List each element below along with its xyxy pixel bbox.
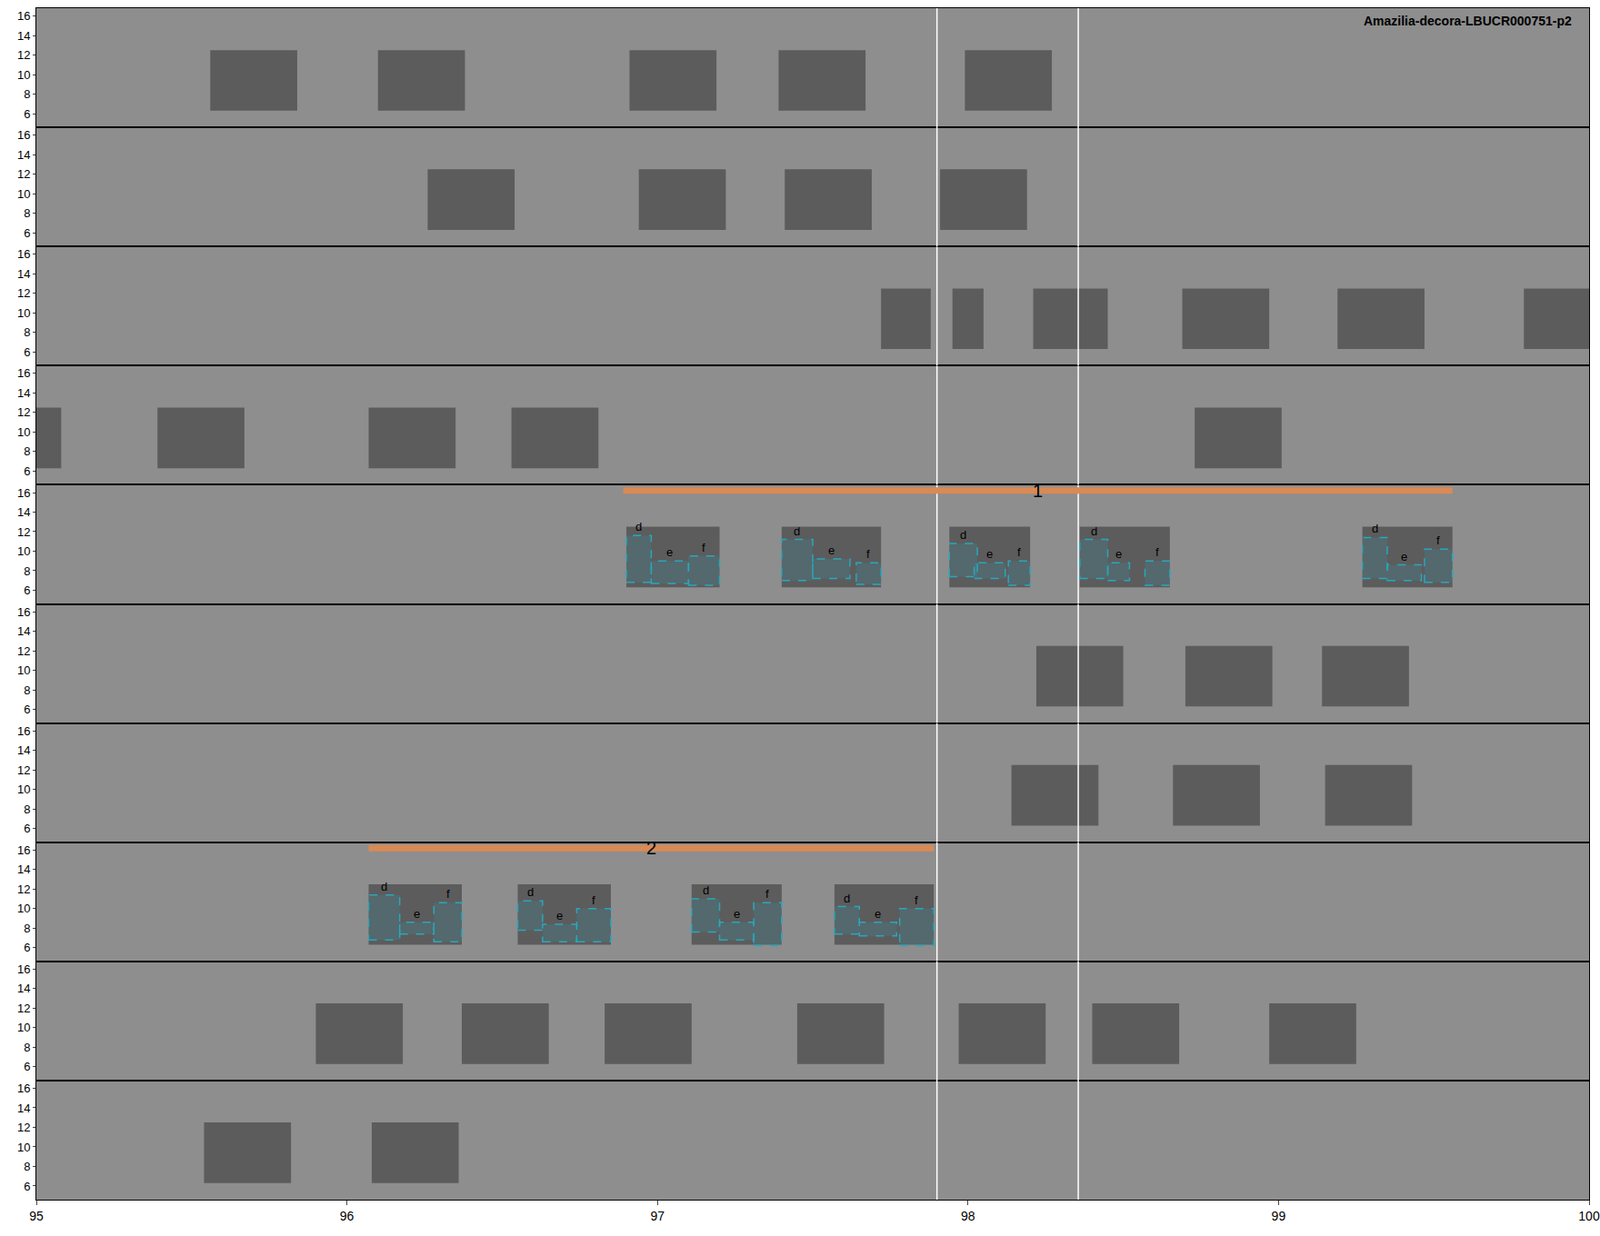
svg-text:16: 16 bbox=[17, 724, 30, 739]
svg-text:6: 6 bbox=[23, 940, 30, 955]
svg-text:14: 14 bbox=[17, 386, 30, 400]
svg-text:14: 14 bbox=[17, 267, 30, 281]
svg-text:f: f bbox=[446, 887, 450, 901]
svg-text:12: 12 bbox=[17, 644, 30, 659]
svg-text:6: 6 bbox=[23, 226, 30, 240]
svg-text:10: 10 bbox=[17, 1140, 30, 1155]
svg-text:6: 6 bbox=[23, 702, 30, 717]
svg-text:2: 2 bbox=[646, 838, 657, 859]
svg-text:Amazilia-decora-LBUCR000751-p2: Amazilia-decora-LBUCR000751-p2 bbox=[1363, 13, 1572, 29]
svg-text:10: 10 bbox=[17, 1020, 30, 1035]
svg-text:14: 14 bbox=[17, 1101, 30, 1116]
svg-text:6: 6 bbox=[23, 583, 30, 598]
svg-text:8: 8 bbox=[23, 921, 30, 936]
svg-text:8: 8 bbox=[23, 87, 30, 101]
svg-text:6: 6 bbox=[23, 345, 30, 360]
svg-text:6: 6 bbox=[23, 1180, 30, 1194]
svg-text:12: 12 bbox=[17, 882, 30, 897]
svg-text:97: 97 bbox=[650, 1209, 665, 1224]
svg-text:12: 12 bbox=[17, 405, 30, 420]
svg-text:12: 12 bbox=[17, 286, 30, 300]
svg-text:d: d bbox=[793, 524, 800, 539]
svg-text:e: e bbox=[828, 543, 835, 558]
svg-text:96: 96 bbox=[340, 1209, 355, 1224]
svg-text:14: 14 bbox=[17, 624, 30, 639]
svg-text:f: f bbox=[1017, 545, 1021, 560]
svg-text:8: 8 bbox=[23, 1040, 30, 1055]
svg-text:14: 14 bbox=[17, 743, 30, 758]
svg-text:8: 8 bbox=[23, 444, 30, 459]
svg-text:6: 6 bbox=[23, 464, 30, 479]
svg-text:8: 8 bbox=[23, 683, 30, 698]
svg-text:10: 10 bbox=[17, 187, 30, 201]
svg-text:f: f bbox=[591, 893, 596, 908]
svg-text:d: d bbox=[1371, 521, 1379, 536]
svg-text:14: 14 bbox=[17, 862, 30, 877]
svg-text:10: 10 bbox=[17, 306, 30, 320]
svg-text:12: 12 bbox=[17, 48, 30, 62]
svg-text:e: e bbox=[986, 547, 993, 561]
svg-text:12: 12 bbox=[17, 167, 30, 181]
svg-text:14: 14 bbox=[17, 981, 30, 996]
svg-text:8: 8 bbox=[23, 206, 30, 220]
svg-text:12: 12 bbox=[17, 525, 30, 540]
svg-text:e: e bbox=[874, 907, 881, 921]
svg-text:f: f bbox=[701, 540, 706, 555]
svg-text:14: 14 bbox=[17, 148, 30, 162]
svg-text:14: 14 bbox=[17, 29, 30, 43]
svg-text:10: 10 bbox=[17, 901, 30, 916]
svg-text:f: f bbox=[866, 547, 870, 561]
svg-text:6: 6 bbox=[23, 107, 30, 121]
svg-text:10: 10 bbox=[17, 425, 30, 440]
svg-text:8: 8 bbox=[23, 802, 30, 817]
svg-text:8: 8 bbox=[23, 564, 30, 579]
svg-text:16: 16 bbox=[17, 247, 30, 261]
svg-text:e: e bbox=[733, 907, 740, 921]
svg-text:95: 95 bbox=[29, 1209, 44, 1224]
svg-text:14: 14 bbox=[17, 505, 30, 520]
svg-text:e: e bbox=[666, 545, 673, 560]
svg-text:16: 16 bbox=[17, 366, 30, 380]
svg-text:d: d bbox=[843, 891, 850, 906]
svg-text:d: d bbox=[702, 883, 710, 898]
svg-text:100: 100 bbox=[1578, 1209, 1600, 1224]
svg-text:1: 1 bbox=[1032, 480, 1043, 501]
svg-text:e: e bbox=[556, 909, 563, 923]
svg-text:12: 12 bbox=[17, 1120, 30, 1135]
svg-text:d: d bbox=[635, 520, 642, 534]
svg-text:e: e bbox=[1115, 547, 1122, 561]
svg-text:16: 16 bbox=[17, 605, 30, 620]
svg-text:6: 6 bbox=[23, 1060, 30, 1074]
svg-text:f: f bbox=[765, 887, 770, 901]
svg-text:f: f bbox=[1155, 545, 1160, 560]
svg-text:e: e bbox=[413, 907, 420, 921]
svg-text:12: 12 bbox=[17, 1001, 30, 1016]
svg-text:d: d bbox=[380, 880, 388, 894]
svg-text:f: f bbox=[914, 893, 919, 908]
svg-text:d: d bbox=[527, 885, 534, 900]
svg-text:16: 16 bbox=[17, 128, 30, 142]
svg-text:16: 16 bbox=[17, 486, 30, 500]
svg-text:10: 10 bbox=[17, 544, 30, 559]
svg-text:10: 10 bbox=[17, 782, 30, 797]
svg-text:16: 16 bbox=[17, 9, 30, 23]
svg-text:16: 16 bbox=[17, 843, 30, 858]
svg-text:f: f bbox=[1436, 533, 1440, 548]
svg-text:99: 99 bbox=[1271, 1209, 1287, 1224]
svg-text:98: 98 bbox=[960, 1209, 976, 1224]
svg-text:8: 8 bbox=[23, 1160, 30, 1174]
svg-text:8: 8 bbox=[23, 325, 30, 340]
svg-text:d: d bbox=[960, 528, 967, 542]
svg-text:16: 16 bbox=[17, 962, 30, 977]
svg-text:d: d bbox=[1090, 524, 1098, 539]
svg-text:16: 16 bbox=[17, 1081, 30, 1096]
svg-text:12: 12 bbox=[17, 763, 30, 778]
svg-text:e: e bbox=[1400, 550, 1408, 564]
svg-text:10: 10 bbox=[17, 68, 30, 82]
svg-text:6: 6 bbox=[23, 821, 30, 836]
svg-text:10: 10 bbox=[17, 663, 30, 678]
